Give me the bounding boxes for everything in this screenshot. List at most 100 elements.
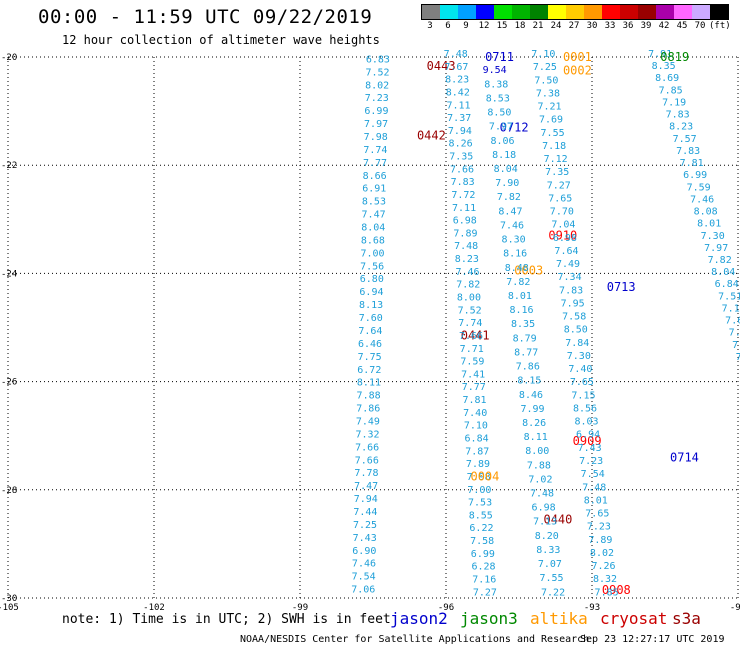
scale-swatch — [602, 5, 620, 19]
wave-height-value: 6.98 — [553, 233, 577, 244]
wave-height-value: 7.66 — [450, 164, 474, 175]
wave-height-value: 7.23 — [587, 522, 611, 533]
wave-height-value: 7.89 — [453, 228, 477, 239]
wave-height-value: 7.64 — [554, 246, 578, 257]
wave-height-value: 8.33 — [536, 545, 560, 556]
wave-height-value: 6.28 — [471, 562, 495, 573]
chart-subtitle: 12 hour collection of altimeter wave hei… — [62, 33, 380, 47]
generated-timestamp: Sep 23 12:27:17 UTC 2019 — [580, 634, 725, 645]
wave-height-value: 8.03 — [574, 417, 598, 428]
scale-label: 3 — [427, 21, 433, 31]
wave-height-value: 6.46 — [358, 339, 382, 350]
wave-height-value: 8.50 — [487, 108, 511, 119]
wave-height-value: 7.65 — [570, 377, 594, 388]
wave-height-value: 8.38 — [484, 79, 508, 90]
pass-time-label: 0711 — [485, 50, 514, 64]
pass-time-label: 0001 — [563, 50, 592, 64]
wave-height-value: 7.82 — [497, 192, 521, 203]
wave-height-value: 7.86 — [356, 404, 380, 415]
wave-height-value: 8.11 — [357, 378, 381, 389]
wave-height-value: 6.84 — [715, 279, 739, 290]
wave-height-value: 7.56 — [360, 261, 384, 272]
wave-height-color-scale: 3 6 9 12 15 18 21 24 27 30 33 36 39 42 45 70 (ft) — [421, 4, 731, 32]
scale-swatch — [674, 5, 692, 19]
pass-time-label: 0002 — [563, 64, 592, 78]
legend-item-altika: altika — [530, 609, 588, 628]
pass-time-label: 0443 — [427, 59, 456, 73]
wave-height-value: 7.81 — [680, 158, 704, 169]
scale-swatch — [710, 5, 728, 19]
pass-time-label: 0441 — [461, 329, 490, 343]
wave-height-value: 7.78 — [354, 468, 378, 479]
latitude-tick-label: -30 — [1, 594, 17, 604]
wave-height-value: 8.16 — [509, 305, 533, 316]
wave-height-value: 7.46 — [690, 194, 714, 205]
wave-height-value: 7.25 — [353, 520, 377, 531]
wave-height-value: 7.67 — [444, 62, 468, 73]
wave-height-value: 7.83 — [676, 146, 700, 157]
wave-height-value: 8.01 — [697, 219, 721, 230]
wave-height-value: 8.06 — [491, 136, 515, 147]
wave-height-value: 7.27 — [473, 587, 497, 598]
wave-height-value: 7.82 — [506, 277, 530, 288]
legend-item-cryosat: cryosat — [600, 609, 668, 628]
wave-height-value: 8.11 — [524, 432, 548, 443]
latitude-tick-label: -26 — [1, 378, 17, 388]
wave-height-value: 7.11 — [446, 100, 470, 111]
wave-height-value: 7.69 — [539, 115, 563, 126]
wave-height-value: 6.90 — [352, 546, 376, 557]
wave-height-value: 7.04 — [551, 220, 575, 231]
wave-height-value: 7.65 — [585, 509, 609, 520]
wave-height-value: 7.86 — [516, 362, 540, 373]
wave-height-value: 7.59 — [687, 182, 711, 193]
wave-height-value: 7.90 — [495, 178, 519, 189]
scale-label: 18 — [514, 21, 526, 31]
wave-height-value: 8.23 — [669, 122, 693, 133]
wave-height-value: 7.51 — [718, 291, 740, 302]
longitude-tick-label: -90 — [730, 603, 740, 613]
wave-height-value: 7.71 — [460, 344, 484, 355]
pass-time-label: 0910 — [548, 229, 577, 243]
wave-height-value: 7.64 — [358, 326, 382, 337]
pass-time-label: 0713 — [607, 280, 636, 294]
wave-height-value: 8.68 — [361, 235, 385, 246]
wave-height-value: 8.23 — [455, 254, 479, 265]
scale-swatch — [512, 5, 530, 19]
wave-height-value: 8.79 — [513, 333, 537, 344]
scale-swatch — [620, 5, 638, 19]
wave-height-value: 7.12 — [544, 154, 568, 165]
wave-height-value: 7.53 — [468, 498, 492, 509]
wave-height-value: 7.94 — [354, 494, 378, 505]
scale-label: 30 — [586, 21, 598, 31]
wave-height-value: 7.02 — [528, 474, 552, 485]
scale-label: 70 — [694, 21, 706, 31]
scale-swatch — [566, 5, 584, 19]
wave-height-value: 7.84 — [565, 338, 589, 349]
wave-height-value: 7.40 — [568, 364, 592, 375]
wave-height-value: 7.21 — [537, 102, 561, 113]
pass-time-label: 0440 — [543, 513, 572, 527]
scale-label: 12 — [478, 21, 490, 31]
wave-height-value: 7.00 — [360, 248, 384, 259]
longitude-tick-label: -99 — [292, 603, 308, 613]
wave-height-value: 9.54 — [483, 65, 507, 76]
wave-height-value: 6.98 — [532, 503, 556, 514]
wave-height-value: 7.44 — [353, 507, 377, 518]
wave-height-value: 7.35 — [545, 167, 569, 178]
wave-height-value: 7.40 — [732, 340, 740, 351]
wave-height-value: 7.49 — [356, 416, 380, 427]
wave-height-value: 8.42 — [446, 87, 470, 98]
wave-height-value: 7.99 — [521, 404, 545, 415]
latitude-tick-label: -28 — [1, 486, 17, 496]
scale-swatch — [638, 5, 656, 19]
wave-height-value: 7.16 — [472, 574, 496, 585]
wave-height-value: 7.60 — [359, 313, 383, 324]
scale-swatch — [440, 5, 458, 19]
wave-height-value: 7.88 — [357, 391, 381, 402]
wave-height-value: 8.15 — [517, 376, 541, 387]
wave-height-value: 7.88 — [527, 460, 551, 471]
wave-height-value: 8.18 — [492, 150, 516, 161]
wave-height-value: 7.46 — [456, 267, 480, 278]
scale-swatch — [476, 5, 494, 19]
